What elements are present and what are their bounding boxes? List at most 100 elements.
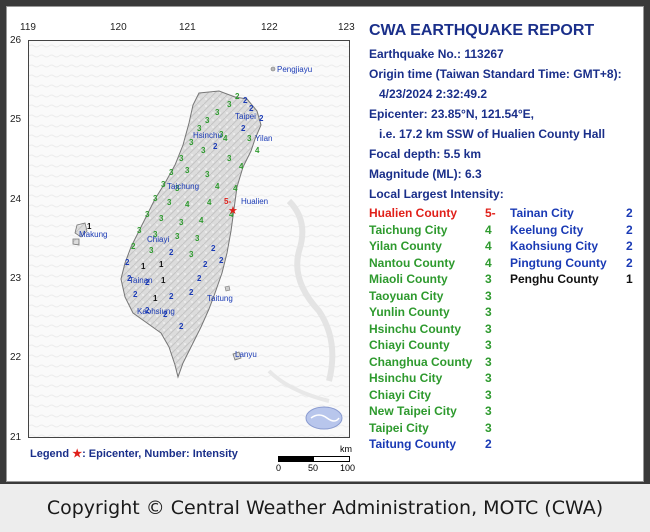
penghu-islands	[72, 222, 88, 246]
svg-text:3: 3	[195, 234, 200, 243]
legend: Legend ★: Epicenter, Number: Intensity	[30, 447, 238, 460]
place-labels: Pengjiayu Taipei Hsinchu Yilan Taichung …	[79, 65, 312, 359]
svg-text:4: 4	[185, 200, 190, 209]
svg-text:1: 1	[153, 294, 158, 303]
svg-text:3: 3	[175, 184, 180, 193]
county-intensity: 2	[626, 239, 633, 253]
place-taitung: Taitung	[207, 294, 233, 303]
svg-text:2: 2	[169, 248, 174, 257]
county-intensity: 4	[485, 222, 492, 237]
focal-depth: Focal depth: 5.5 km	[369, 147, 482, 161]
county-name: Pingtung County	[510, 255, 607, 270]
place-hualien: Hualien	[241, 197, 268, 206]
svg-text:3: 3	[153, 194, 158, 203]
svg-text:2: 2	[211, 244, 216, 253]
scale-tick-100: 100	[340, 463, 356, 473]
svg-text:2: 2	[203, 260, 208, 269]
svg-text:3: 3	[205, 170, 210, 179]
county-intensity: 3	[485, 420, 492, 435]
lat-tick-26: 26	[10, 35, 22, 46]
county-intensity: 2	[485, 437, 492, 451]
report-details: CWA EARTHQUAKE REPORT Earthquake No.: 11…	[369, 22, 649, 204]
intensity-row: Taoyuan City 3	[369, 289, 492, 303]
place-taipei: Taipei	[235, 112, 256, 121]
svg-text:2: 2	[163, 310, 168, 319]
county-intensity: 3	[485, 272, 492, 286]
lat-tick-21: 21	[10, 432, 22, 443]
svg-text:3: 3	[175, 232, 180, 241]
place-taichung: Taichung	[167, 182, 199, 191]
county-intensity: 2	[626, 222, 633, 237]
county-intensity: 4	[485, 239, 492, 253]
county-name: Taitung County	[369, 437, 457, 451]
magnitude: Magnitude (ML): 6.3	[369, 167, 482, 181]
svg-text:4: 4	[233, 184, 238, 193]
county-name: Keelung City	[510, 222, 584, 237]
lon-tick-119: 119	[20, 22, 36, 33]
svg-text:3: 3	[189, 138, 194, 147]
intensity-row: Chiayi County 3	[369, 338, 492, 352]
county-name: Nantou County	[369, 255, 455, 270]
place-hsinchu: Hsinchu	[193, 131, 222, 140]
svg-text:4: 4	[215, 182, 220, 191]
county-intensity: 3	[485, 387, 492, 402]
intensity-row: Tainan City 2	[510, 206, 633, 220]
county-intensity: 3	[485, 404, 492, 418]
epicenter-coords: Epicenter: 23.85°N, 121.54°E,	[369, 107, 535, 121]
svg-text:3: 3	[159, 214, 164, 223]
scale-unit: km	[340, 444, 352, 454]
svg-text:2: 2	[189, 288, 194, 297]
svg-text:2: 2	[241, 124, 246, 133]
intensity-row: Taipei City 3	[369, 421, 492, 435]
svg-text:3: 3	[137, 226, 142, 235]
county-intensity: 5-	[485, 206, 496, 220]
place-chiayi: Chiayi	[147, 235, 169, 244]
svg-text:3: 3	[227, 100, 232, 109]
svg-text:2: 2	[145, 278, 150, 287]
lanyu-island	[232, 351, 242, 361]
intensity-row: Chiayi City 3	[369, 388, 492, 402]
pengjiayu-island	[270, 66, 276, 72]
lat-tick-25: 25	[10, 114, 22, 125]
intensity-row: Hsinchu City 3	[369, 371, 492, 385]
county-name: Yunlin County	[369, 305, 450, 319]
county-intensity: 1	[626, 272, 633, 286]
county-name: Taoyuan City	[369, 288, 444, 303]
place-kaohsiung: Kaohsiung	[137, 307, 175, 316]
county-name: Tainan City	[510, 206, 574, 220]
svg-text:2: 2	[125, 258, 130, 267]
lat-tick-22: 22	[10, 352, 22, 363]
county-name: Penghu County	[510, 272, 599, 286]
svg-text:2: 2	[131, 242, 136, 251]
county-name: Chiayi County	[369, 338, 450, 352]
county-intensity: 3	[485, 321, 492, 336]
legend-label: Legend	[30, 448, 70, 460]
svg-text:2: 2	[243, 96, 248, 105]
county-name: Kaohsiung City	[510, 239, 599, 253]
lat-tick-24: 24	[10, 194, 22, 205]
intensity-row: Changhua County 3	[369, 355, 492, 369]
svg-text:3: 3	[169, 168, 174, 177]
svg-text:3: 3	[167, 198, 172, 207]
origin-datetime: 4/23/2024 2:32:49.2	[379, 87, 488, 101]
svg-text:3: 3	[185, 166, 190, 175]
scale-bar: km 0 50 100	[276, 444, 358, 474]
epicenter-location: i.e. 17.2 km SSW of Hualien County Hall	[379, 127, 606, 141]
taiwan-island	[120, 90, 262, 379]
lon-tick-121: 121	[179, 22, 196, 33]
place-pengjiayu: Pengjiayu	[277, 65, 312, 74]
svg-text:2: 2	[219, 256, 224, 265]
county-intensity: 2	[626, 206, 633, 220]
county-name: Miaoli County	[369, 272, 448, 286]
svg-text:3: 3	[219, 130, 224, 139]
county-name: Taipei City	[369, 420, 429, 435]
intensity-row: Keelung City 2	[510, 223, 633, 237]
county-name: Hsinchu City	[369, 371, 443, 385]
svg-text:3: 3	[179, 154, 184, 163]
county-name: Hualien County	[369, 206, 458, 220]
epicenter-intensity-label: 5-	[224, 197, 231, 206]
svg-text:4: 4	[255, 146, 260, 155]
